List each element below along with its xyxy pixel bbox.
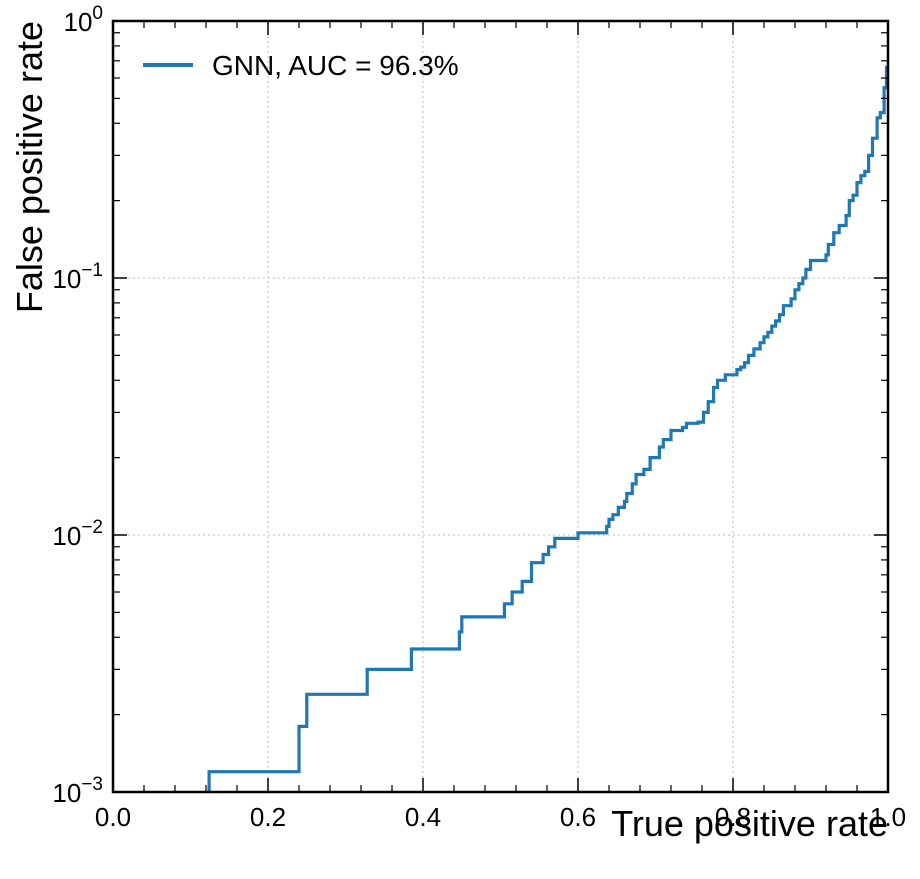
grid-lines bbox=[113, 21, 888, 792]
x-tick-label: 0.8 bbox=[715, 802, 751, 832]
x-tick-label: 0.0 bbox=[95, 802, 131, 832]
data-layer bbox=[207, 65, 888, 792]
y-tick-label: 100 bbox=[64, 3, 104, 37]
x-tick-label: 0.2 bbox=[250, 802, 286, 832]
roc-curve-line bbox=[207, 65, 888, 792]
y-tick-label: 10−3 bbox=[52, 774, 103, 808]
legend: GNN, AUC = 96.3% bbox=[143, 50, 459, 81]
x-tick-label: 1.0 bbox=[870, 802, 906, 832]
x-tick-label: 0.6 bbox=[560, 802, 596, 832]
x-tick-label: 0.4 bbox=[405, 802, 441, 832]
ticks bbox=[112, 20, 889, 793]
legend-label: GNN, AUC = 96.3% bbox=[212, 50, 459, 81]
plot-frame bbox=[111, 19, 890, 794]
y-tick-label: 10−2 bbox=[52, 517, 103, 551]
tick-labels: 0.0 0.2 0.4 0.6 0.8 1.0 100 10−1 10−2 10−3 bbox=[52, 3, 906, 832]
x-axis-title: True positive rate bbox=[611, 803, 888, 844]
y-axis-title: False positive rate bbox=[9, 21, 50, 313]
y-tick-label: 10−1 bbox=[52, 260, 103, 294]
